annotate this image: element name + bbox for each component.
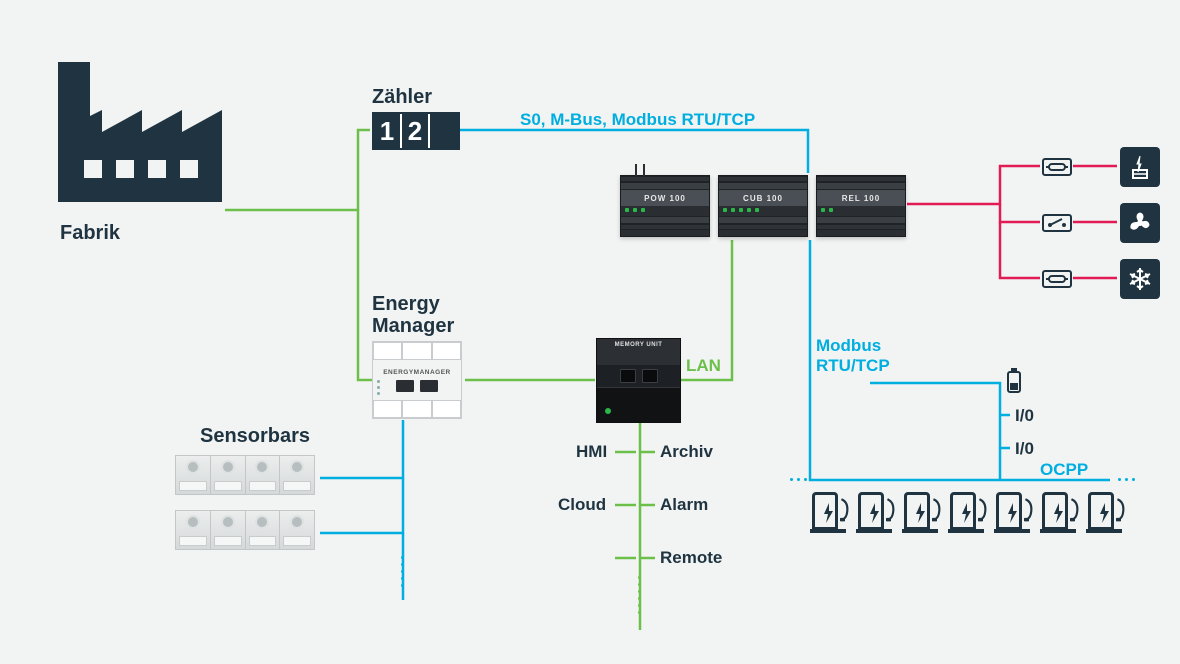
- sensorbar-icon: [175, 455, 315, 495]
- em-label-1: Energy: [372, 293, 440, 316]
- dots-cyan-icon: [790, 478, 807, 481]
- fuse-icon: [1042, 158, 1072, 176]
- pow-module: POW 100: [620, 175, 710, 237]
- sensorbars-label: Sensorbars: [200, 425, 310, 448]
- sensorbar-icon: [175, 510, 315, 550]
- memory-unit-module: MEMORY UNIT: [596, 338, 681, 423]
- hmi-label: HMI: [576, 442, 607, 462]
- factory-label: Fabrik: [60, 222, 120, 245]
- switch-icon: [1042, 214, 1072, 232]
- ocpp-label: OCPP: [1040, 460, 1088, 480]
- pow-label: POW 100: [621, 190, 709, 206]
- fuse-icon: [1042, 270, 1072, 288]
- lan-label: LAN: [686, 356, 721, 376]
- archiv-label: Archiv: [660, 442, 713, 462]
- cub-module: CUB 100: [718, 175, 808, 237]
- ev-charger-icon: [1088, 492, 1120, 540]
- dots-cyan-icon: [1118, 478, 1135, 481]
- ev-charger-icon: [996, 492, 1028, 540]
- modbus-label-1: Modbus: [816, 336, 881, 356]
- alarm-label: Alarm: [660, 495, 708, 515]
- io-label: I/0: [1015, 439, 1034, 459]
- dots-cyan-icon: [401, 556, 404, 587]
- snow-icon: [1120, 259, 1160, 299]
- mu-chip-label: MEMORY UNIT: [615, 342, 663, 348]
- energy-manager-module: ENERGYMANAGER: [372, 341, 462, 419]
- cub-label: CUB 100: [719, 190, 807, 206]
- protocols-label: S0, M-Bus, Modbus RTU/TCP: [520, 110, 755, 130]
- ev-charger-icon: [904, 492, 936, 540]
- remote-label: Remote: [660, 548, 722, 568]
- ev-charger-icon: [812, 492, 844, 540]
- battery-heater-icon: [1120, 147, 1160, 187]
- counter-digit: 2: [402, 114, 430, 148]
- factory-icon: [50, 62, 230, 212]
- battery-icon: [1006, 368, 1022, 394]
- io-label: I/0: [1015, 406, 1034, 426]
- rel-label: REL 100: [817, 190, 905, 206]
- dots-green-icon: [638, 576, 641, 614]
- counter-digit: 1: [374, 114, 402, 148]
- ev-charger-icon: [858, 492, 890, 540]
- counter-digit: 0: [430, 114, 458, 148]
- ev-charger-icon: [1042, 492, 1074, 540]
- zaehler-label: Zähler: [372, 86, 432, 109]
- cloud-label: Cloud: [558, 495, 606, 515]
- counter-icon: 1 2 0: [372, 112, 460, 150]
- fan-icon: [1120, 203, 1160, 243]
- em-chip-label: ENERGYMANAGER: [383, 369, 451, 376]
- modbus-label-2: RTU/TCP: [816, 356, 890, 376]
- em-label-2: Manager: [372, 315, 454, 338]
- rel-module: REL 100: [816, 175, 906, 237]
- ev-charger-icon: [950, 492, 982, 540]
